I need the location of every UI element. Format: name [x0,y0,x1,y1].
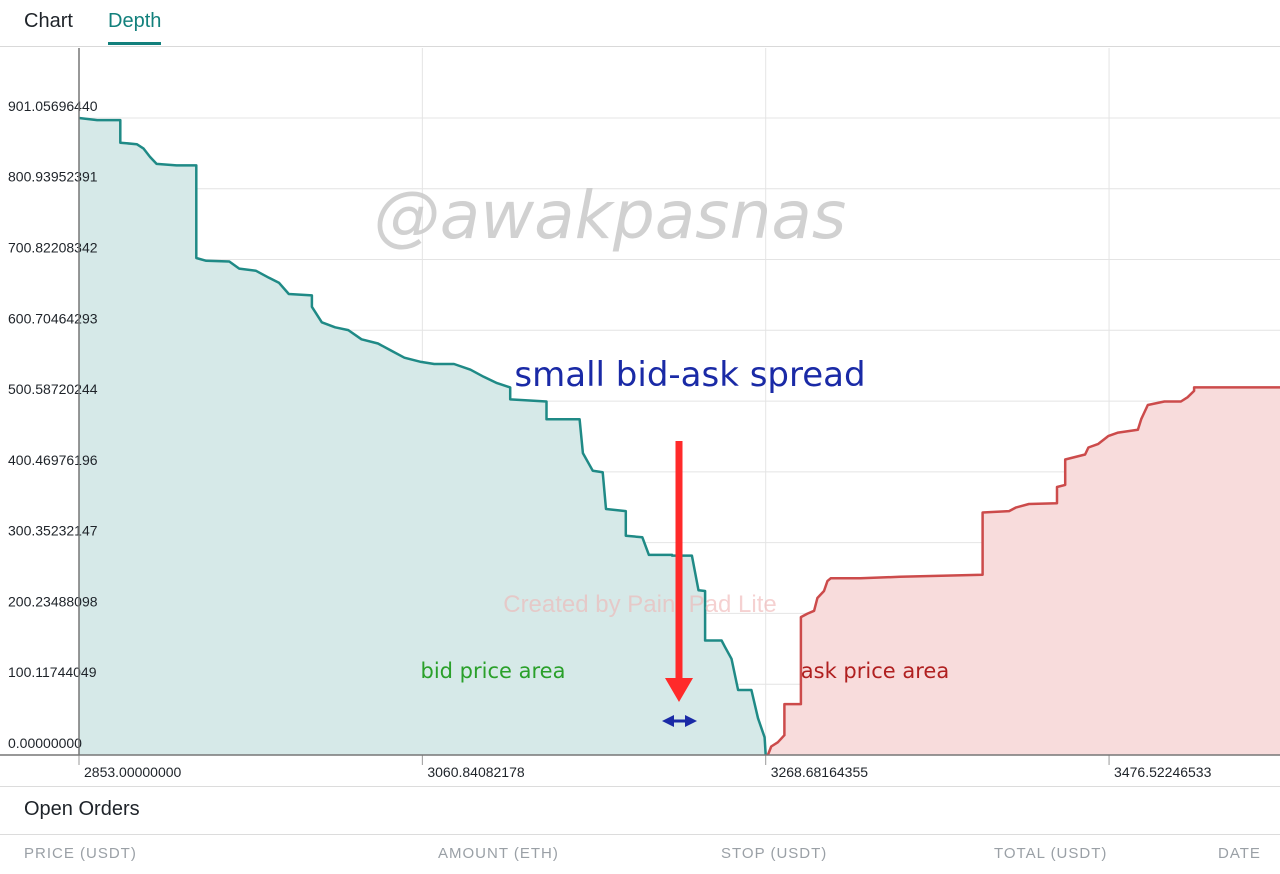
tab-bar: Chart Depth [0,0,1280,47]
watermark-handle: @awakpasnas [374,177,846,254]
x-tick-label: 3060.84082178 [427,764,525,780]
tab-chart[interactable]: Chart [24,10,73,32]
ask-depth-line [766,386,1280,756]
red-down-arrow-icon [665,441,693,702]
y-tick-label: 901.05696440 [8,98,98,114]
x-tick-label: 3476.52246533 [1114,764,1212,780]
y-tick-label: 500.58720244 [8,381,98,397]
annotation-ask-area: ask price area [801,659,949,683]
annotation-spread-label: small bid-ask spread [514,355,865,395]
watermark-app: Created by Paint Pad Lite [503,591,777,618]
column-header-amount[interactable]: AMOUNT (ETH) [438,845,559,862]
column-header-price[interactable]: PRICE (USDT) [24,845,137,862]
y-tick-label: 600.70464293 [8,310,98,326]
column-header-total[interactable]: TOTAL (USDT) [994,845,1108,862]
tab-depth[interactable]: Depth [108,10,162,45]
ask-area-fill [767,387,1280,755]
x-tick-label: 2853.00000000 [84,764,182,780]
divider [0,786,1280,787]
bid-depth-line [78,116,767,756]
open-orders-title: Open Orders [24,798,140,820]
y-tick-label: 400.46976196 [8,452,98,468]
column-header-stop[interactable]: STOP (USDT) [721,845,828,862]
bid-area-fill [79,118,766,755]
x-tick-label: 3268.68164355 [771,764,869,780]
y-tick-label: 800.93952391 [8,169,98,185]
column-header-date[interactable]: DATE [1218,845,1261,862]
y-tick-label: 100.11744049 [8,664,97,680]
annotation-bid-area: bid price area [421,659,566,683]
depth-chart: 0.00000000 100.11744049 200.23488098 300.35… [0,48,1280,780]
y-tick-label: 300.35232147 [8,523,98,539]
y-tick-label: 0.00000000 [8,735,82,751]
divider [0,834,1280,835]
y-tick-label: 200.23488098 [8,593,98,609]
y-tick-label: 700.82208342 [8,240,98,256]
